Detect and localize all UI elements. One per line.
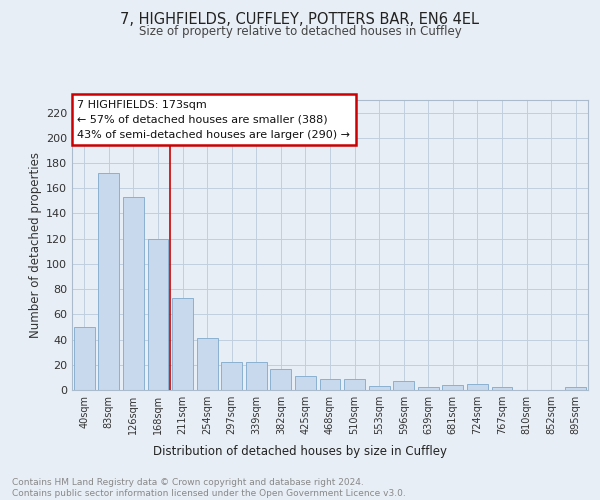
Bar (271, 368, 292, 390)
Text: 7 HIGHFIELDS: 173sqm
← 57% of detached houses are smaller (388)
43% of semi-deta: 7 HIGHFIELDS: 173sqm ← 57% of detached h… (77, 100, 350, 140)
Bar (320, 378, 340, 390)
Text: Size of property relative to detached houses in Cuffley: Size of property relative to detached ho… (139, 25, 461, 38)
Bar (123, 197, 144, 390)
Bar (491, 388, 512, 390)
Bar (295, 376, 316, 390)
Bar (442, 385, 463, 390)
Bar (467, 384, 488, 390)
Bar (148, 238, 169, 390)
Bar (418, 388, 439, 390)
Text: Contains HM Land Registry data © Crown copyright and database right 2024.
Contai: Contains HM Land Registry data © Crown c… (12, 478, 406, 498)
Bar (98, 173, 119, 390)
Y-axis label: Number of detached properties: Number of detached properties (29, 152, 42, 338)
Bar (344, 378, 365, 390)
Text: Distribution of detached houses by size in Cuffley: Distribution of detached houses by size … (153, 444, 447, 458)
Bar (246, 362, 267, 390)
Text: 7, HIGHFIELDS, CUFFLEY, POTTERS BAR, EN6 4EL: 7, HIGHFIELDS, CUFFLEY, POTTERS BAR, EN6… (121, 12, 479, 28)
Bar (368, 386, 389, 390)
Bar (74, 327, 95, 390)
Bar (172, 298, 193, 390)
Bar (565, 388, 586, 390)
Bar (393, 381, 414, 390)
Bar (221, 362, 242, 390)
Bar (197, 338, 218, 390)
